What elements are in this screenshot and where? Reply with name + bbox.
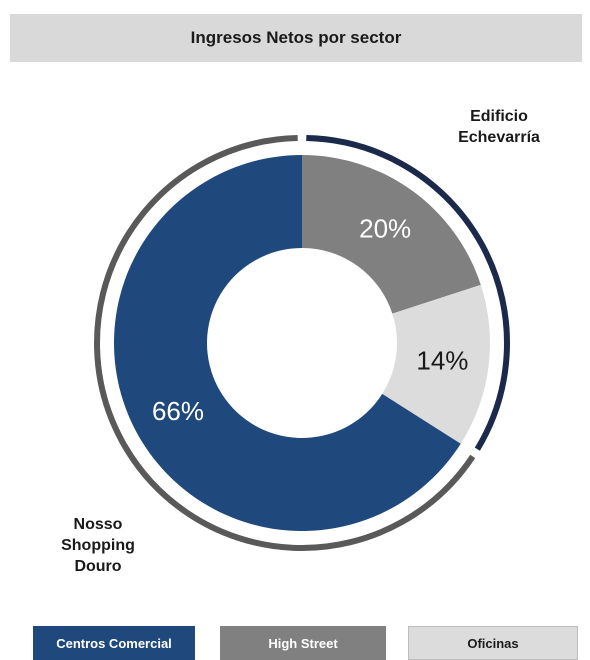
annotation-line: Nosso bbox=[73, 516, 123, 533]
data-label-oficinas: 14% bbox=[416, 346, 468, 376]
legend-item-high-street: High Street bbox=[220, 626, 386, 660]
chart-title-bar: Ingresos Netos por sector bbox=[10, 14, 582, 62]
annotation-line: Echevarría bbox=[458, 129, 540, 146]
legend-label: High Street bbox=[268, 635, 338, 651]
annotation-line: Edificio bbox=[470, 108, 528, 125]
slice-oficinas bbox=[382, 284, 490, 444]
annotation-edificio-echevarria: Edificio Echevarría bbox=[434, 106, 564, 148]
legend-item-oficinas: Oficinas bbox=[408, 626, 578, 660]
annotation-line: Shopping bbox=[61, 537, 135, 554]
legend-label: Centros Comercial bbox=[56, 635, 172, 651]
chart-title: Ingresos Netos por sector bbox=[190, 28, 402, 47]
group-arc-nosso-shopping-douro bbox=[94, 135, 476, 551]
legend-item-centros-comercial: Centros Comercial bbox=[33, 626, 195, 660]
data-label-centros-comercial: 66% bbox=[152, 396, 204, 426]
annotation-line: Douro bbox=[74, 558, 122, 575]
annotation-nosso-shopping-douro: Nosso Shopping Douro bbox=[38, 514, 158, 577]
group-arc-edificio-echevarria bbox=[306, 135, 510, 451]
slice-high-street bbox=[302, 155, 481, 314]
slice-centros-comercial bbox=[113, 155, 461, 531]
donut-chart: 20% 14% 66% bbox=[94, 135, 510, 551]
data-label-high-street: 20% bbox=[359, 214, 411, 244]
legend-label: Oficinas bbox=[467, 635, 519, 651]
